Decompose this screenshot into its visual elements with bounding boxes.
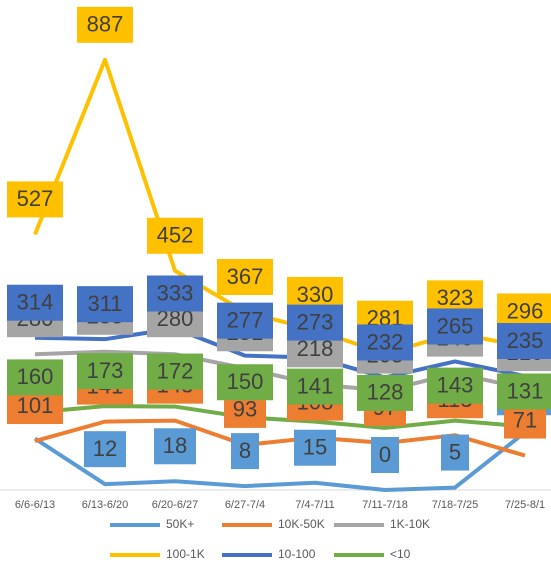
data-label-box bbox=[7, 284, 63, 321]
data-label-box bbox=[147, 275, 203, 312]
data-label: 367 bbox=[227, 264, 264, 289]
data-label: 273 bbox=[297, 309, 334, 334]
data-label: 887 bbox=[87, 12, 124, 37]
data-label-box bbox=[147, 353, 203, 390]
data-label: 314 bbox=[17, 290, 54, 315]
data-label: 452 bbox=[157, 223, 194, 248]
data-label: 15 bbox=[303, 435, 327, 460]
data-label: 141 bbox=[297, 373, 334, 398]
x-tick-label: 7/18-7/25 bbox=[432, 499, 478, 511]
data-label: 172 bbox=[157, 358, 194, 383]
data-label-box bbox=[371, 437, 399, 473]
data-label: 232 bbox=[367, 329, 404, 354]
data-label: 150 bbox=[227, 369, 264, 394]
data-label-box bbox=[7, 359, 63, 396]
legend-label: 50K+ bbox=[166, 517, 194, 531]
data-label-box bbox=[427, 308, 483, 345]
series-line bbox=[34, 404, 526, 430]
data-label: 12 bbox=[93, 436, 117, 461]
data-label-box bbox=[77, 6, 133, 43]
data-label-box bbox=[154, 428, 196, 465]
data-label: 173 bbox=[87, 358, 124, 383]
legend-label: 100-1K bbox=[166, 547, 205, 561]
data-label: 71 bbox=[513, 407, 537, 432]
series-line bbox=[34, 326, 526, 380]
data-label-box bbox=[294, 429, 336, 466]
data-label: 0 bbox=[379, 442, 391, 467]
data-label: 101 bbox=[17, 393, 54, 418]
legend-label: 10-100 bbox=[278, 547, 316, 561]
legend-label: <10 bbox=[390, 547, 411, 561]
data-label: 330 bbox=[297, 282, 334, 307]
data-label: 128 bbox=[367, 380, 404, 405]
data-label: 296 bbox=[507, 298, 544, 323]
data-label-box bbox=[357, 374, 413, 411]
data-label: 235 bbox=[507, 328, 544, 353]
data-label-box bbox=[497, 323, 551, 360]
legend-label: 1K-10K bbox=[390, 517, 430, 531]
data-label: 18 bbox=[163, 433, 187, 458]
series-line bbox=[33, 430, 527, 492]
data-label-box bbox=[147, 217, 203, 254]
data-label: 323 bbox=[437, 285, 474, 310]
data-label-box bbox=[287, 304, 343, 341]
data-label: 5 bbox=[449, 439, 461, 464]
data-label: 160 bbox=[17, 364, 54, 389]
data-label-box bbox=[287, 368, 343, 405]
data-label-box bbox=[7, 181, 63, 218]
legend-label: 10K-50K bbox=[278, 517, 325, 531]
data-label-box bbox=[217, 302, 273, 339]
data-label: 131 bbox=[507, 378, 544, 403]
x-tick-label: 6/20-6/27 bbox=[152, 499, 198, 511]
data-label-box bbox=[497, 373, 551, 410]
x-tick-label: 7/4-7/11 bbox=[295, 499, 335, 511]
data-label-box bbox=[231, 433, 259, 470]
data-label-box bbox=[441, 434, 469, 471]
data-label: 8 bbox=[239, 438, 251, 463]
data-label: 93 bbox=[233, 397, 257, 422]
data-label: 265 bbox=[437, 313, 474, 338]
data-label: 527 bbox=[17, 186, 54, 211]
data-label-box bbox=[427, 367, 483, 404]
data-label-box bbox=[77, 286, 133, 323]
data-label: 277 bbox=[227, 307, 264, 332]
data-label-box bbox=[84, 431, 126, 468]
x-tick-label: 7/25-8/1 bbox=[505, 499, 545, 511]
x-tick-label: 7/11-7/18 bbox=[362, 499, 408, 511]
x-tick-label: 6/6-6/13 bbox=[15, 499, 55, 511]
x-tick-label: 6/27-7/4 bbox=[225, 499, 265, 511]
data-label-box bbox=[77, 353, 133, 390]
data-label: 143 bbox=[437, 372, 474, 397]
data-label-box bbox=[217, 259, 273, 296]
data-label-box bbox=[357, 324, 413, 361]
x-tick-label: 6/13-6/20 bbox=[82, 499, 128, 511]
data-label-box bbox=[217, 364, 273, 401]
data-label: 333 bbox=[157, 280, 194, 305]
data-label: 311 bbox=[87, 291, 122, 316]
